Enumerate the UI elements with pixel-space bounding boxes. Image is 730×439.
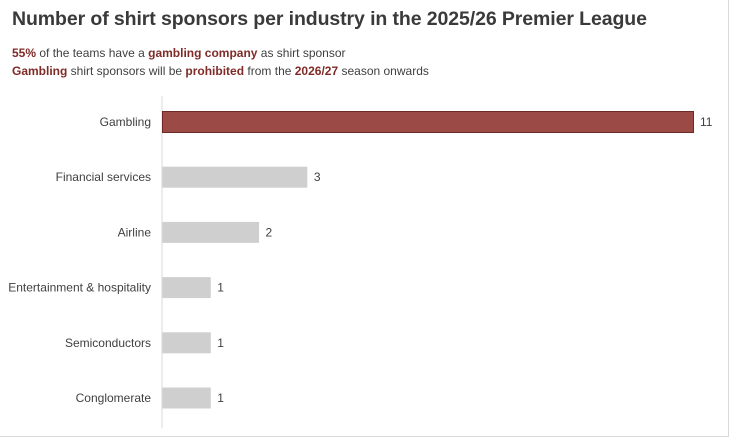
chart-title: Number of shirt sponsors per industry in…: [12, 8, 647, 30]
category-label-entertainment-and-hospitality: Entertainment & hospitality: [8, 281, 151, 295]
subtitle-highlight-percent: 55%: [12, 46, 37, 60]
category-label-gambling: Gambling: [100, 115, 151, 129]
subtitle-text: shirt sponsors will be: [67, 64, 186, 78]
bar-gambling: [162, 111, 694, 133]
value-label-airline: 2: [266, 225, 273, 239]
subtitle-text: as shirt sponsor: [257, 46, 346, 60]
subtitle-line-2: Gambling shirt sponsors will be prohibit…: [12, 64, 429, 78]
subtitle-text: from the: [244, 64, 295, 78]
subtitle-line-1: 55% of the teams have a gambling company…: [12, 46, 346, 60]
value-label-conglomerate: 1: [217, 391, 224, 405]
value-label-entertainment-and-hospitality: 1: [217, 281, 224, 295]
bar-semiconductors: [162, 332, 211, 354]
subtitle-text: season onwards: [338, 64, 429, 78]
bar-conglomerate: [162, 387, 211, 409]
category-label-semiconductors: Semiconductors: [65, 336, 151, 350]
value-label-gambling: 11: [700, 115, 713, 129]
category-label-conglomerate: Conglomerate: [76, 391, 152, 405]
subtitle-highlight-prohibited: prohibited: [185, 64, 245, 78]
subtitle-text: of the teams have a: [36, 46, 149, 60]
value-label-semiconductors: 1: [217, 336, 224, 350]
category-label-airline: Airline: [118, 225, 152, 239]
subtitle-highlight-gambling: Gambling: [12, 64, 68, 78]
category-label-financial-services: Financial services: [56, 170, 151, 184]
subtitle-highlight-season: 2026/27: [294, 64, 339, 78]
bar-financial-services: [162, 166, 308, 188]
value-label-financial-services: 3: [314, 170, 321, 184]
bar-entertainment-and-hospitality: [162, 277, 211, 299]
bar-airline: [162, 221, 260, 243]
subtitle-highlight-gambling-company: gambling company: [148, 46, 258, 60]
